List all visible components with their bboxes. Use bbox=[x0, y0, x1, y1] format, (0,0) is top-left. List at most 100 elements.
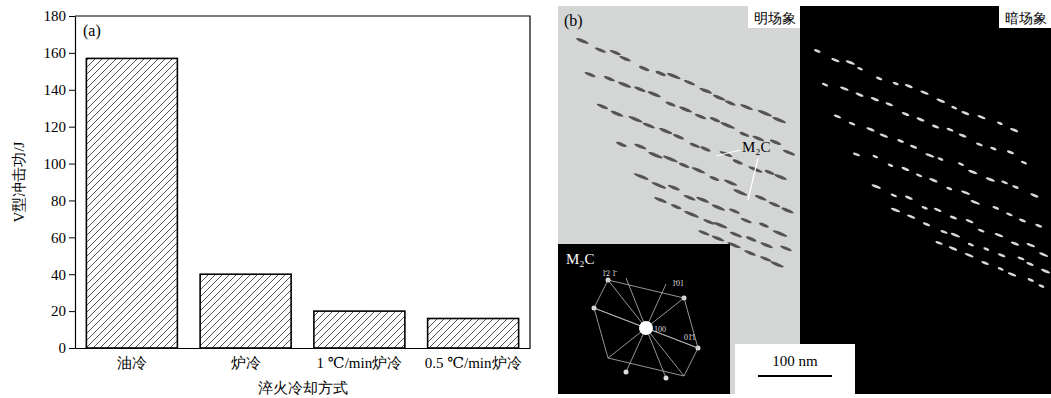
precipitate bbox=[740, 103, 754, 111]
y-tick-label: 20 bbox=[51, 303, 66, 319]
y-tick-mark bbox=[69, 274, 75, 275]
bar bbox=[200, 274, 291, 348]
precipitate bbox=[933, 207, 941, 212]
plot-frame bbox=[75, 16, 530, 348]
precipitate bbox=[840, 86, 849, 92]
precipitate bbox=[616, 141, 628, 148]
scale-bar-box bbox=[735, 344, 855, 394]
figure: 020406080100120140160180油冷炉冷1 ℃/min炉冷0.5… bbox=[0, 0, 1051, 398]
precipitate bbox=[1019, 218, 1027, 223]
precipitate bbox=[739, 131, 750, 138]
y-tick: 60 bbox=[51, 230, 75, 246]
precipitate bbox=[772, 116, 787, 124]
precipitate bbox=[1020, 160, 1027, 165]
precipitate bbox=[782, 149, 795, 157]
precipitate bbox=[951, 105, 958, 110]
precipitate bbox=[901, 166, 910, 172]
precipitate bbox=[871, 183, 881, 189]
precipitate bbox=[634, 143, 647, 151]
precipitate bbox=[915, 173, 922, 178]
y-tick-mark bbox=[69, 127, 75, 128]
precipitate bbox=[665, 101, 676, 108]
precipitate bbox=[965, 218, 974, 223]
precipitate bbox=[667, 184, 680, 192]
precipitate bbox=[937, 157, 944, 162]
diffraction-index: 1̄2 1̄ bbox=[602, 269, 618, 278]
precipitate bbox=[724, 99, 736, 106]
precipitate bbox=[609, 49, 621, 56]
x-tick-label: 油冷 bbox=[117, 355, 147, 371]
y-tick: 100 bbox=[44, 156, 76, 172]
diffraction-spot bbox=[624, 370, 629, 375]
precipitate bbox=[709, 175, 720, 182]
precipitate bbox=[957, 162, 964, 167]
precipitate bbox=[691, 166, 706, 174]
precipitate bbox=[901, 111, 909, 116]
precipitate bbox=[887, 163, 894, 168]
diffraction-spot bbox=[664, 376, 669, 381]
precipitate bbox=[723, 179, 737, 187]
precipitate bbox=[781, 206, 795, 214]
precipitate bbox=[1027, 277, 1034, 282]
precipitate bbox=[985, 176, 995, 182]
precipitate bbox=[976, 142, 984, 147]
precipitate bbox=[709, 116, 720, 123]
precipitate bbox=[1041, 268, 1051, 274]
precipitate bbox=[1026, 242, 1035, 248]
precipitate bbox=[964, 252, 974, 258]
y-tick-mark bbox=[69, 237, 75, 238]
precipitate bbox=[821, 82, 828, 87]
x-axis-title: 淬火冷却方式 bbox=[258, 380, 348, 396]
y-tick: 140 bbox=[44, 82, 76, 98]
precipitate bbox=[848, 121, 855, 126]
precipitate bbox=[683, 210, 699, 219]
precipitate bbox=[967, 242, 974, 247]
precipitate bbox=[852, 152, 860, 157]
y-tick: 180 bbox=[44, 8, 76, 24]
diffraction-index: 100 bbox=[654, 325, 666, 334]
precipitate bbox=[892, 81, 899, 86]
lattice-line bbox=[594, 308, 698, 348]
precipitate bbox=[885, 102, 893, 107]
precipitate bbox=[925, 152, 935, 158]
precipitate bbox=[855, 92, 864, 98]
precipitate bbox=[638, 65, 649, 72]
y-axis: 020406080100120140160180 bbox=[44, 8, 76, 356]
bar bbox=[428, 318, 519, 348]
precipitate bbox=[977, 114, 986, 120]
precipitate bbox=[870, 96, 879, 102]
precipitate bbox=[1035, 223, 1043, 228]
lattice-line bbox=[626, 278, 666, 378]
y-tick-mark bbox=[69, 311, 75, 312]
precipitate bbox=[774, 173, 788, 181]
lattice-line bbox=[594, 308, 698, 348]
precipitate bbox=[921, 205, 928, 210]
precipitate bbox=[713, 221, 728, 230]
precipitate bbox=[1038, 284, 1045, 289]
precipitate bbox=[958, 133, 967, 138]
precipitate bbox=[744, 249, 757, 257]
precipitate bbox=[666, 72, 681, 81]
micrograph: (b)明场象暗场象M₂CM₂C1̄2 1̄1̄0101̄1100100 nm bbox=[558, 6, 1051, 394]
precipitate bbox=[696, 196, 710, 204]
precipitate bbox=[857, 66, 864, 71]
x-axis: 油冷炉冷1 ℃/min炉冷0.5 ℃/min炉冷 bbox=[76, 348, 531, 371]
precipitate bbox=[746, 235, 757, 242]
precipitate bbox=[642, 122, 655, 130]
precipitate bbox=[760, 255, 772, 263]
precipitate bbox=[683, 194, 696, 202]
precipitate bbox=[619, 55, 632, 63]
phase-label: M₂C bbox=[742, 139, 771, 155]
precipitate bbox=[1017, 256, 1025, 261]
precipitate bbox=[814, 48, 821, 53]
precipitate bbox=[678, 162, 690, 169]
precipitate bbox=[754, 194, 767, 202]
precipitate bbox=[683, 79, 695, 86]
precipitate bbox=[948, 246, 957, 252]
x-tick: 0.5 ℃/min炉冷 bbox=[425, 348, 522, 371]
precipitate bbox=[946, 127, 954, 132]
precipitate bbox=[990, 146, 997, 151]
lattice-line bbox=[608, 280, 684, 376]
precipitate bbox=[833, 114, 841, 119]
bar bbox=[86, 58, 177, 348]
